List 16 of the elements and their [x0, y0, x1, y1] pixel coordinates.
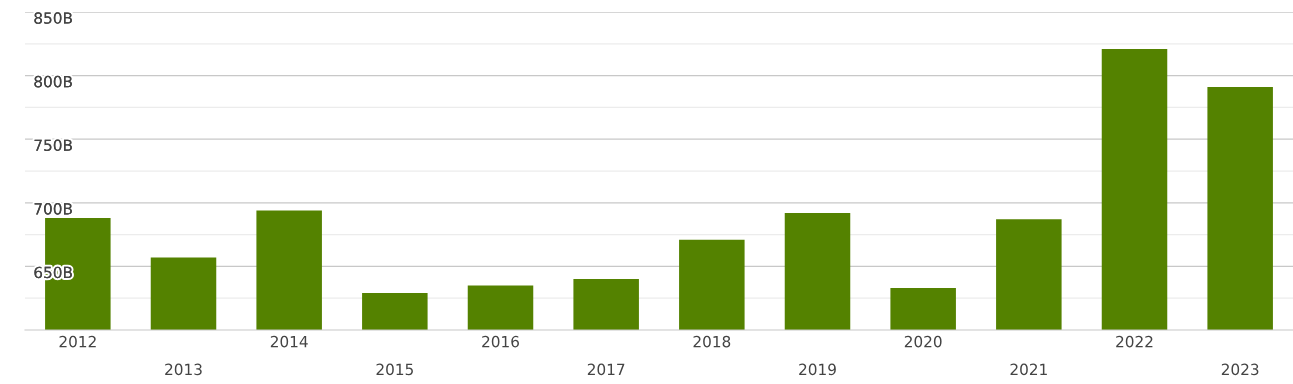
x-tick-label: 2014 — [270, 335, 308, 348]
y-tick-label: 700B — [34, 203, 72, 215]
x-tick-label: 2020 — [904, 335, 942, 348]
x-tick-label: 2022 — [1116, 335, 1153, 348]
x-tick-label: 2019 — [799, 363, 836, 376]
y-tick-label: 750B — [34, 139, 72, 152]
x-tick-label: 2018 — [693, 335, 731, 348]
x-tick-label: 2023 — [1221, 363, 1259, 376]
y-tick-label: 800B — [34, 75, 72, 88]
x-tick-label: 2013 — [165, 363, 202, 376]
x-tick-label: 2017 — [587, 363, 625, 376]
x-tick-label: 2016 — [482, 335, 519, 348]
x-tick-label: 2021 — [1010, 363, 1047, 376]
y-tick-label: 850B — [34, 12, 72, 24]
x-tick-label: 2012 — [59, 335, 96, 348]
x-tick-label: 2015 — [376, 363, 413, 376]
